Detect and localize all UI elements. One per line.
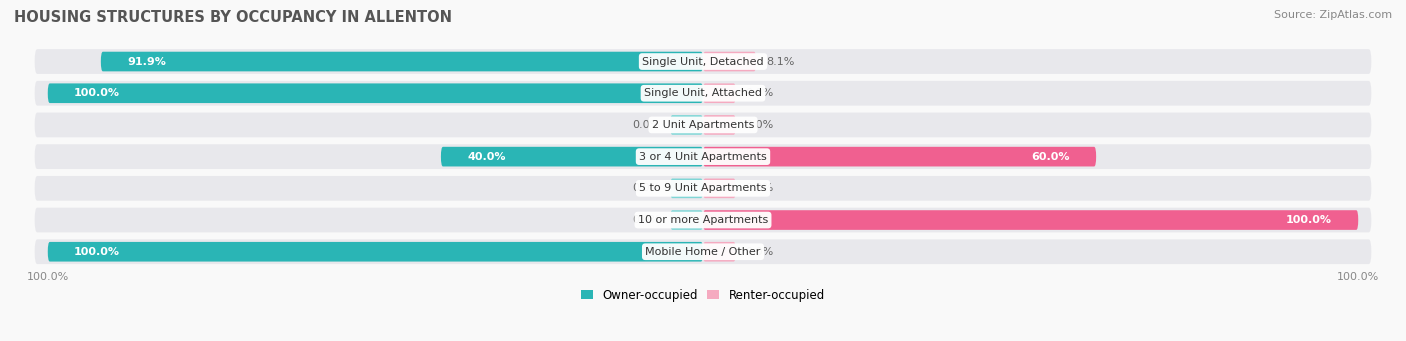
Text: 5 to 9 Unit Apartments: 5 to 9 Unit Apartments (640, 183, 766, 193)
Text: 60.0%: 60.0% (1032, 152, 1070, 162)
Text: 0.0%: 0.0% (633, 120, 661, 130)
Text: Mobile Home / Other: Mobile Home / Other (645, 247, 761, 257)
Text: 100.0%: 100.0% (75, 247, 120, 257)
Text: 10 or more Apartments: 10 or more Apartments (638, 215, 768, 225)
FancyBboxPatch shape (703, 84, 735, 103)
FancyBboxPatch shape (48, 242, 703, 262)
FancyBboxPatch shape (671, 115, 703, 135)
FancyBboxPatch shape (35, 81, 1371, 106)
FancyBboxPatch shape (703, 178, 735, 198)
Text: 0.0%: 0.0% (745, 183, 773, 193)
Text: 0.0%: 0.0% (745, 88, 773, 98)
Text: 100.0%: 100.0% (1286, 215, 1331, 225)
FancyBboxPatch shape (48, 84, 703, 103)
Text: Source: ZipAtlas.com: Source: ZipAtlas.com (1274, 10, 1392, 20)
FancyBboxPatch shape (703, 147, 1097, 166)
Text: 3 or 4 Unit Apartments: 3 or 4 Unit Apartments (640, 152, 766, 162)
FancyBboxPatch shape (703, 52, 756, 71)
FancyBboxPatch shape (35, 113, 1371, 137)
Text: 8.1%: 8.1% (766, 57, 794, 66)
FancyBboxPatch shape (703, 210, 1358, 230)
FancyBboxPatch shape (35, 49, 1371, 74)
Text: 0.0%: 0.0% (633, 215, 661, 225)
Text: 0.0%: 0.0% (745, 120, 773, 130)
Text: 0.0%: 0.0% (633, 183, 661, 193)
FancyBboxPatch shape (35, 176, 1371, 201)
FancyBboxPatch shape (671, 210, 703, 230)
Text: 91.9%: 91.9% (127, 57, 166, 66)
FancyBboxPatch shape (703, 115, 735, 135)
FancyBboxPatch shape (703, 242, 735, 262)
FancyBboxPatch shape (35, 144, 1371, 169)
Text: Single Unit, Attached: Single Unit, Attached (644, 88, 762, 98)
FancyBboxPatch shape (101, 52, 703, 71)
Text: HOUSING STRUCTURES BY OCCUPANCY IN ALLENTON: HOUSING STRUCTURES BY OCCUPANCY IN ALLEN… (14, 10, 453, 25)
FancyBboxPatch shape (441, 147, 703, 166)
Text: 100.0%: 100.0% (75, 88, 120, 98)
Text: 0.0%: 0.0% (745, 247, 773, 257)
FancyBboxPatch shape (35, 239, 1371, 264)
Legend: Owner-occupied, Renter-occupied: Owner-occupied, Renter-occupied (581, 288, 825, 302)
FancyBboxPatch shape (35, 208, 1371, 233)
Text: 2 Unit Apartments: 2 Unit Apartments (652, 120, 754, 130)
Text: 40.0%: 40.0% (467, 152, 506, 162)
Text: Single Unit, Detached: Single Unit, Detached (643, 57, 763, 66)
FancyBboxPatch shape (671, 178, 703, 198)
